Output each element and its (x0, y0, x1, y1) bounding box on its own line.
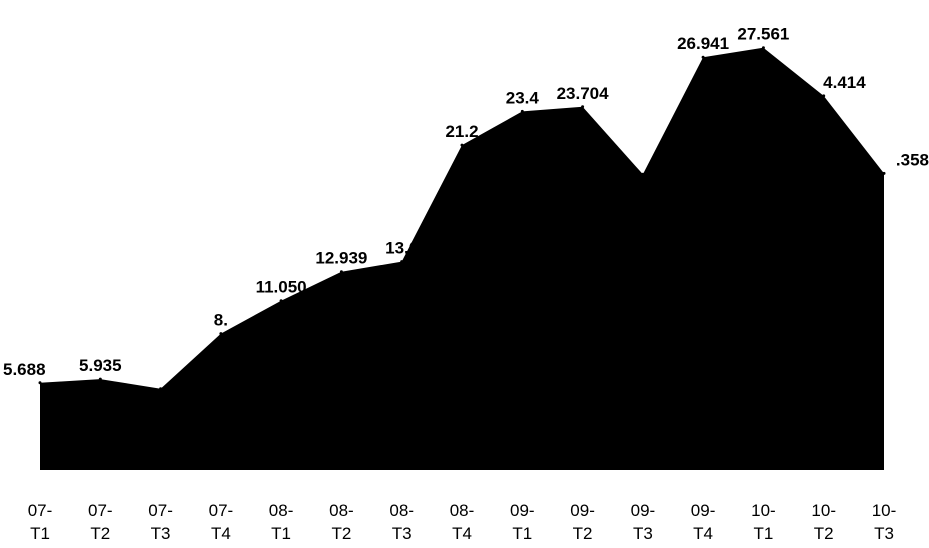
data-label: 12.939 (315, 249, 367, 268)
data-label: 5.935 (79, 356, 122, 375)
data-point (219, 332, 223, 336)
x-tick-label: 09-T2 (570, 501, 595, 543)
data-label: .358 (896, 150, 929, 169)
x-tick-label: 07-T3 (148, 501, 173, 543)
data-label: 23.4 (506, 88, 540, 107)
data-label: 26.941 (677, 34, 729, 53)
x-tick-label: 10-T3 (872, 501, 897, 543)
data-point (400, 260, 404, 264)
x-tick-label: 07-T1 (28, 501, 53, 543)
data-label: 4.414 (823, 73, 866, 92)
x-tick-label: 08-T1 (269, 501, 294, 543)
area-series (40, 47, 884, 470)
data-label: 21.2 (445, 122, 478, 141)
data-point (761, 46, 765, 50)
data-point (520, 109, 524, 113)
area-layer (38, 46, 886, 470)
x-tick-label: 07-T4 (209, 501, 234, 543)
data-point (581, 105, 585, 109)
data-point (641, 172, 645, 176)
x-tick-label: 09-T1 (510, 501, 535, 543)
data-label-layer: 5.688 5.935 8. 11.050 12.939 13.6 21.2 23.4 23.7… (3, 25, 929, 379)
data-point (460, 143, 464, 147)
data-point (279, 299, 283, 303)
data-point (882, 171, 886, 175)
data-point (38, 381, 42, 385)
x-tick-label: 08-T4 (450, 501, 475, 543)
data-point (98, 377, 102, 381)
data-label: 13.6 (385, 239, 418, 258)
x-tick-label: 08-T2 (329, 501, 354, 543)
x-tick-label: 09-T3 (631, 501, 656, 543)
x-tick-label: 08-T3 (389, 501, 414, 543)
data-label: 23.704 (557, 84, 610, 103)
x-tick-label: 10-T1 (751, 501, 776, 543)
data-label: 5.688 (3, 360, 46, 379)
data-label: 8. (214, 311, 228, 330)
data-point (339, 270, 343, 274)
x-tick-label: 07-T2 (88, 501, 113, 543)
data-point (159, 387, 163, 391)
x-tick-label: 09-T4 (691, 501, 716, 543)
data-point (822, 94, 826, 98)
x-tick-label: 10-T2 (811, 501, 836, 543)
data-point (701, 55, 705, 59)
data-label: 11.050 (256, 278, 307, 297)
x-axis-ticks: 07-T1 07-T2 07-T3 07-T4 08-T1 08-T2 08-T3 08-T4… (28, 501, 897, 543)
data-label: 27.561 (737, 25, 789, 44)
